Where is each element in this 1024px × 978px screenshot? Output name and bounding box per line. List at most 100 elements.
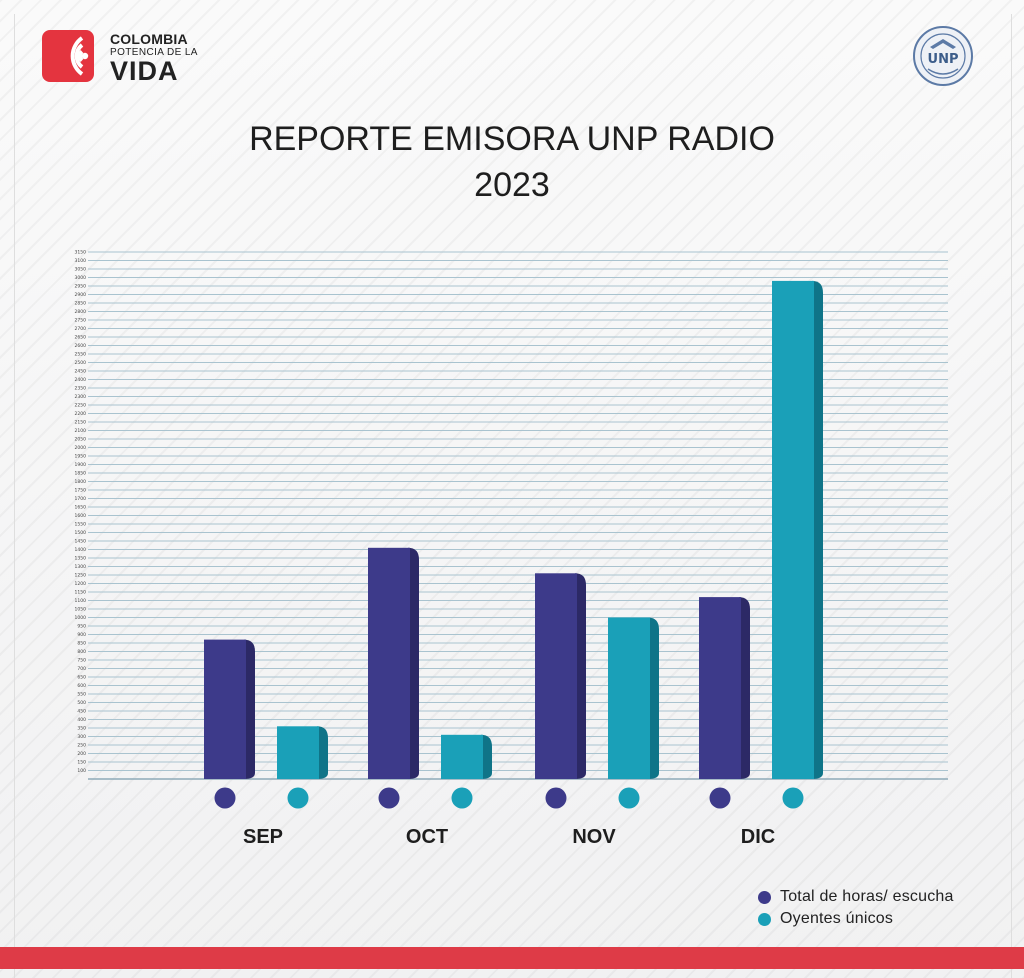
chart-subtitle: 2023 — [474, 166, 550, 204]
y-tick-label: 1500 — [75, 530, 87, 536]
y-tick-label: 400 — [77, 717, 86, 723]
y-tick-label: 2050 — [75, 437, 87, 443]
legend-label: Total de horas/ escucha — [780, 888, 954, 905]
legend-item-hours: Total de horas/ escucha — [758, 886, 954, 908]
y-tick-label: 1750 — [75, 488, 87, 494]
category-marker — [782, 787, 804, 809]
category-marker — [709, 787, 731, 809]
y-tick-label: 2150 — [75, 420, 87, 426]
y-tick-label: 3000 — [75, 275, 87, 281]
bar-side — [244, 639, 255, 779]
y-tick-label: 2100 — [75, 428, 87, 434]
bar-side — [812, 280, 823, 779]
broadcast-waves-icon — [42, 30, 94, 82]
y-tick-label: 1000 — [75, 615, 87, 621]
y-tick-label: 2950 — [75, 284, 87, 290]
y-tick-label: 3150 — [75, 250, 87, 256]
y-tick-label: 1050 — [75, 607, 87, 613]
page-frame — [14, 14, 1012, 978]
category-marker — [287, 787, 309, 809]
y-tick-label: 1800 — [75, 479, 87, 485]
y-tick-label: 150 — [77, 760, 86, 766]
y-tick-label: 1700 — [75, 496, 87, 502]
category-marker — [214, 787, 236, 809]
chart-legend: Total de horas/ escucha Oyentes únicos — [758, 886, 954, 930]
y-tick-label: 2250 — [75, 403, 87, 409]
logo-line-2: POTENCIA DE LA — [110, 47, 198, 58]
bar-side — [408, 547, 419, 779]
bar-side — [648, 617, 659, 779]
y-tick-label: 1600 — [75, 513, 87, 519]
y-tick-label: 300 — [77, 734, 86, 740]
legend-swatch — [758, 890, 771, 904]
legend-label: Oyentes únicos — [780, 910, 894, 927]
bar — [368, 547, 410, 779]
y-tick-label: 1150 — [75, 590, 87, 596]
y-tick-label: 1250 — [75, 573, 87, 579]
y-tick-label: 350 — [77, 726, 86, 732]
unp-seal-logo: UNP — [912, 25, 974, 87]
y-tick-label: 650 — [77, 675, 86, 681]
category-marker — [378, 787, 400, 809]
y-tick-label: 1200 — [75, 581, 87, 587]
y-tick-label: 1400 — [75, 547, 87, 553]
legend-swatch — [758, 912, 771, 926]
y-tick-label: 2850 — [75, 301, 87, 307]
bar — [772, 280, 814, 779]
y-tick-label: 2200 — [75, 411, 87, 417]
y-tick-label: 850 — [77, 641, 86, 647]
y-tick-label: 1850 — [75, 471, 87, 477]
y-tick-label: 1300 — [75, 564, 87, 570]
bar-side — [317, 726, 328, 779]
logo-line-1: COLOMBIA — [110, 31, 188, 47]
chart-bars — [204, 280, 823, 779]
bar — [204, 639, 246, 779]
y-tick-label: 3100 — [75, 258, 87, 264]
y-tick-label: 1900 — [75, 462, 87, 468]
bar-side — [575, 573, 586, 779]
colombia-logo: COLOMBIA POTENCIA DE LA VIDA — [42, 30, 202, 86]
y-tick-label: 1450 — [75, 539, 87, 545]
bar — [277, 726, 319, 779]
x-category-label: OCT — [405, 826, 449, 848]
y-tick-label: 1950 — [75, 454, 87, 460]
y-tick-label: 2400 — [75, 377, 87, 383]
y-tick-label: 550 — [77, 692, 86, 698]
category-marker — [451, 787, 473, 809]
bar — [699, 597, 741, 779]
y-tick-label: 200 — [77, 751, 86, 757]
bar — [441, 734, 483, 779]
y-tick-label: 2500 — [75, 360, 87, 366]
y-tick-label: 2550 — [75, 352, 87, 358]
y-tick-label: 950 — [77, 624, 86, 630]
x-category-label: DIC — [740, 826, 776, 848]
bar — [535, 573, 577, 779]
category-marker — [545, 787, 567, 809]
category-marker — [618, 787, 640, 809]
y-tick-label: 600 — [77, 683, 86, 689]
y-tick-label: 100 — [77, 768, 86, 774]
bar-side — [739, 597, 750, 779]
y-tick-label: 2750 — [75, 318, 87, 324]
category-markers — [214, 787, 804, 809]
y-tick-label: 1100 — [75, 598, 87, 604]
seal-text: UNP — [928, 52, 959, 67]
y-tick-label: 2650 — [75, 335, 87, 341]
y-tick-label: 750 — [77, 658, 86, 664]
y-tick-label: 2300 — [75, 394, 87, 400]
y-tick-label: 500 — [77, 700, 86, 706]
x-category-label: SEP — [242, 826, 284, 848]
y-tick-label: 2700 — [75, 326, 87, 332]
y-tick-label: 2000 — [75, 445, 87, 451]
bar-side — [481, 734, 492, 779]
y-tick-label: 250 — [77, 743, 86, 749]
y-tick-label: 2900 — [75, 292, 87, 298]
bar — [608, 617, 650, 779]
y-tick-label: 900 — [77, 632, 86, 638]
y-tick-label: 1350 — [75, 556, 87, 562]
legend-item-listeners: Oyentes únicos — [758, 908, 954, 930]
y-tick-label: 450 — [77, 709, 86, 715]
logo-line-3: VIDA — [110, 56, 179, 86]
